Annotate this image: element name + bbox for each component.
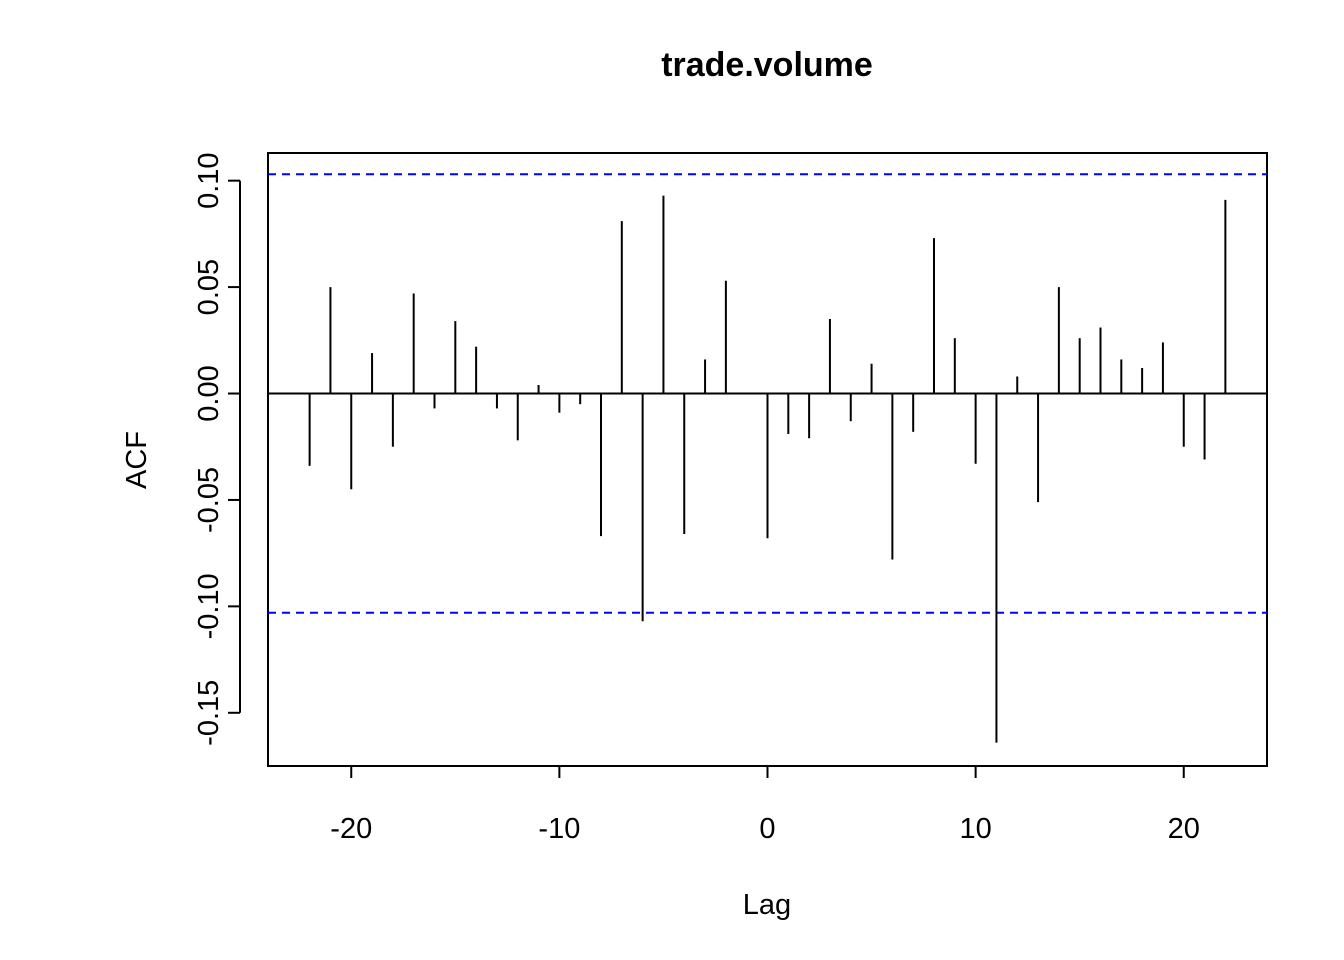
- y-tick-label: 0.05: [193, 259, 225, 315]
- y-axis-label: ACF: [121, 431, 153, 489]
- y-tick-label: -0.15: [193, 680, 225, 746]
- x-axis-label: Lag: [743, 889, 791, 921]
- y-tick-label: 0.00: [193, 365, 225, 421]
- x-tick-label: 20: [1168, 813, 1200, 845]
- x-tick-label: -20: [330, 813, 372, 845]
- chart-title: trade.volume: [661, 46, 873, 84]
- x-axis: -20 -10 0 10 20: [330, 765, 1200, 845]
- x-tick-label: 10: [959, 813, 991, 845]
- x-tick-label: -10: [538, 813, 580, 845]
- x-tick-label: 0: [759, 813, 775, 845]
- y-axis: -0.15 -0.10 -0.05 0.00 0.05 0.10: [193, 152, 241, 746]
- acf-bars: [308, 195, 1227, 743]
- y-tick-label: -0.10: [193, 573, 225, 639]
- y-tick-label: -0.05: [193, 467, 225, 533]
- y-tick-label: 0.10: [193, 152, 225, 208]
